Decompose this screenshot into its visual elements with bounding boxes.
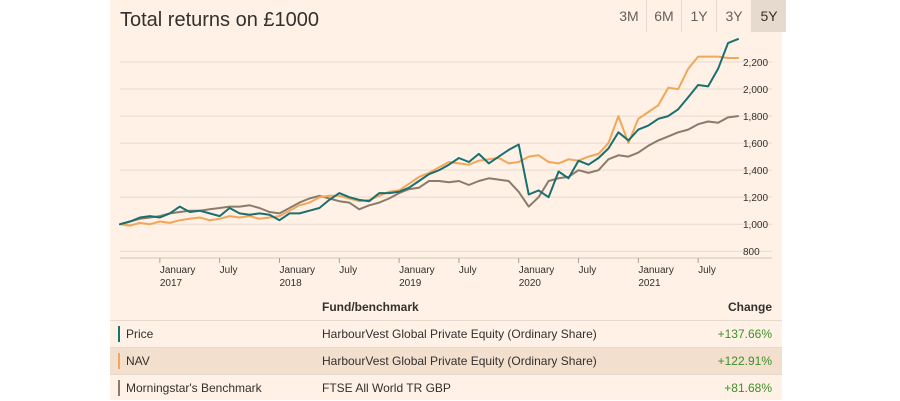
series-name: Price	[126, 327, 154, 341]
y-tick-label: 1,400	[743, 166, 768, 177]
range-3y-button[interactable]: 3Y	[716, 0, 751, 32]
series-line-morningstar-s-benchmark	[119, 115, 739, 226]
chart-panel	[110, 0, 782, 400]
x-tick-label: July	[220, 265, 238, 276]
column-header-change: Change	[727, 300, 772, 314]
series-name: NAV	[126, 354, 150, 368]
y-tick-label: 1,800	[743, 112, 768, 123]
x-tick-label: July	[698, 265, 716, 276]
x-tick-year-label: 2019	[399, 278, 422, 289]
y-tick-label: 1,000	[743, 220, 768, 231]
x-tick-label: January	[638, 265, 674, 276]
x-tick-label: January	[160, 265, 196, 276]
series-line-price	[119, 38, 739, 226]
series-line-nav	[119, 55, 739, 227]
y-tick-label: 800	[743, 247, 760, 258]
legend-table: Fund/benchmark Change Price HarbourVest …	[110, 292, 782, 401]
x-tick-label: January	[399, 265, 435, 276]
range-1y-button[interactable]: 1Y	[681, 0, 716, 32]
x-tick-label: July	[459, 265, 477, 276]
series-color-swatch	[118, 353, 120, 369]
range-5y-button[interactable]: 5Y	[751, 0, 786, 32]
legend-table-header: Fund/benchmark Change	[110, 292, 782, 320]
y-axis-ticks: 800 1,000 1,200 1,400 1,600 1,800 2,000 2,200	[743, 58, 768, 258]
x-tick-label: January	[279, 265, 315, 276]
y-tick-label: 2,200	[743, 58, 768, 69]
y-tick-label: 2,000	[743, 85, 768, 96]
change-value: +137.66%	[717, 327, 772, 341]
change-value: +122.91%	[717, 354, 772, 368]
y-tick-label: 1,200	[743, 193, 768, 204]
grid-lines	[120, 61, 772, 259]
table-row[interactable]: Morningstar's Benchmark FTSE All World T…	[110, 374, 782, 401]
series-color-swatch	[118, 326, 120, 342]
series-name: Morningstar's Benchmark	[126, 381, 262, 395]
fund-name: FTSE All World TR GBP	[322, 381, 451, 395]
range-selector: 3M 6M 1Y 3Y 5Y	[612, 0, 786, 32]
range-6m-button[interactable]: 6M	[646, 0, 681, 32]
range-3m-button[interactable]: 3M	[619, 8, 639, 24]
x-axis-ticks: January 2017 July January 2018 July January 201…	[159, 258, 716, 289]
returns-line-chart: 800 1,000 1,200 1,400 1,600 1,800 2,000 2,200 J…	[119, 38, 772, 289]
x-tick-label: January	[519, 265, 555, 276]
table-row[interactable]: NAV HarbourVest Global Private Equity (O…	[110, 347, 782, 374]
x-tick-year-label: 2020	[519, 278, 542, 289]
x-tick-year-label: 2021	[638, 278, 661, 289]
x-tick-label: July	[579, 265, 597, 276]
series-color-swatch	[118, 380, 120, 396]
x-tick-label: July	[339, 265, 357, 276]
series-lines	[119, 38, 739, 227]
chart-title: Total returns on £1000	[120, 9, 320, 31]
fund-name: HarbourVest Global Private Equity (Ordin…	[322, 354, 597, 368]
y-tick-label: 1,600	[743, 139, 768, 150]
x-tick-year-label: 2018	[279, 278, 302, 289]
fund-name: HarbourVest Global Private Equity (Ordin…	[322, 327, 597, 341]
x-tick-year-label: 2017	[160, 278, 183, 289]
change-value: +81.68%	[724, 381, 772, 395]
column-header-fund: Fund/benchmark	[322, 300, 419, 314]
table-row[interactable]: Price HarbourVest Global Private Equity …	[110, 320, 782, 347]
